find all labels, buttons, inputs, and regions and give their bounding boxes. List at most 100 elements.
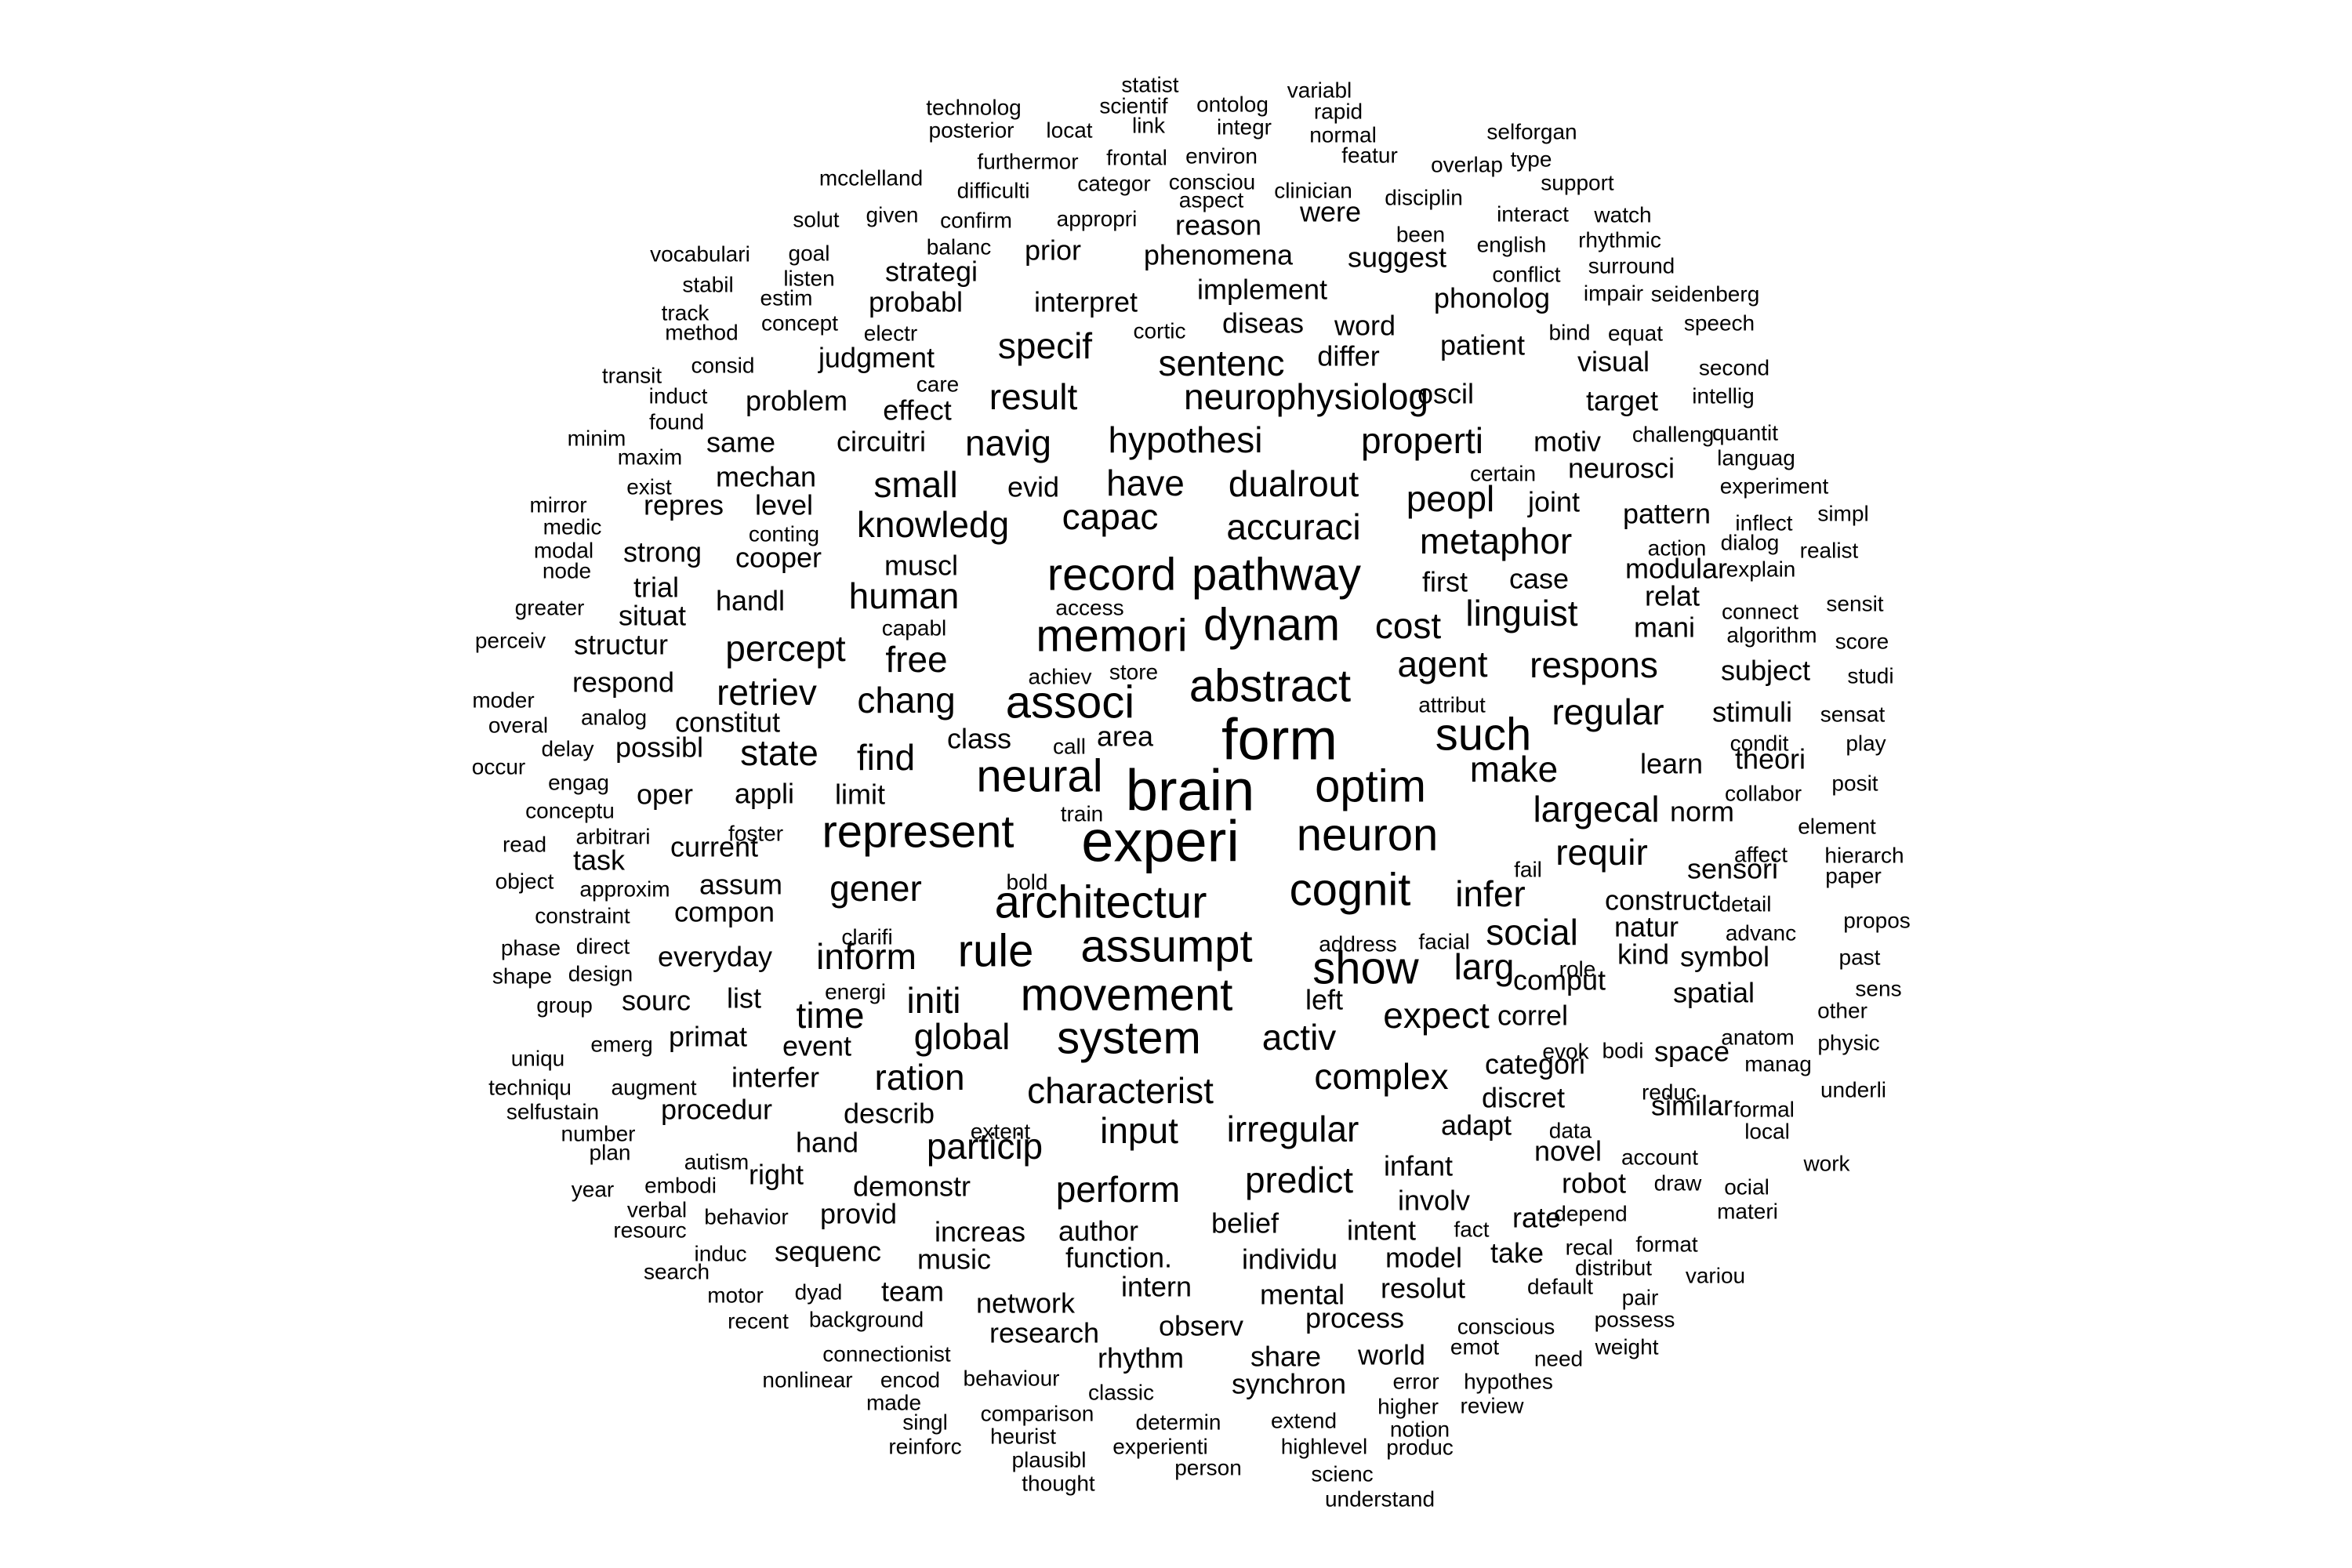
word-take: take bbox=[1490, 1237, 1544, 1269]
word-aspect: aspect bbox=[1179, 188, 1244, 212]
word-scienc: scienc bbox=[1311, 1462, 1373, 1486]
word-hand: hand bbox=[796, 1127, 858, 1159]
word-kind: kind bbox=[1617, 938, 1669, 971]
word-behavior: behavior bbox=[704, 1205, 788, 1229]
word-distribut: distribut bbox=[1575, 1256, 1652, 1280]
word-share: share bbox=[1250, 1341, 1321, 1373]
word-foster: foster bbox=[728, 822, 783, 846]
word-navig: navig bbox=[965, 423, 1051, 463]
word-realist: realist bbox=[1800, 539, 1859, 563]
word-solut: solut bbox=[793, 208, 839, 232]
word-event: event bbox=[782, 1030, 851, 1062]
word-larg: larg bbox=[1454, 946, 1515, 987]
word-team: team bbox=[881, 1276, 944, 1308]
word-have: have bbox=[1106, 463, 1185, 503]
word-data: data bbox=[1549, 1119, 1592, 1143]
word-structur: structur bbox=[574, 629, 668, 661]
word-specif: specif bbox=[998, 325, 1092, 366]
word-relat: relat bbox=[1645, 580, 1700, 612]
word-state: state bbox=[740, 732, 818, 773]
word-maxim: maxim bbox=[618, 445, 682, 470]
word-diseas: diseas bbox=[1222, 307, 1304, 339]
word-plausibl: plausibl bbox=[1012, 1448, 1087, 1472]
word-belief: belief bbox=[1211, 1207, 1279, 1240]
word-music: music bbox=[917, 1243, 991, 1276]
word-ontolog: ontolog bbox=[1196, 93, 1269, 117]
word-condit: condit bbox=[1730, 731, 1789, 756]
word-manag: manag bbox=[1744, 1052, 1812, 1076]
word-challeng: challeng bbox=[1632, 423, 1714, 447]
word-construct: construct bbox=[1605, 884, 1719, 916]
word-requir: requir bbox=[1555, 832, 1648, 873]
word-mani: mani bbox=[1634, 612, 1695, 644]
word-recent: recent bbox=[728, 1309, 789, 1334]
word-repres: repres bbox=[644, 489, 724, 521]
word-intellig: intellig bbox=[1692, 384, 1754, 408]
word-knowledg: knowledg bbox=[857, 504, 1009, 545]
word-explain: explain bbox=[1726, 557, 1796, 582]
word-inform: inform bbox=[816, 936, 916, 977]
word-physic: physic bbox=[1817, 1031, 1879, 1055]
word-capac: capac bbox=[1062, 496, 1159, 537]
word-make: make bbox=[1470, 749, 1558, 789]
word-node: node bbox=[543, 559, 591, 583]
word-model: model bbox=[1385, 1242, 1462, 1274]
word-muscl: muscl bbox=[884, 550, 958, 582]
word-classic: classic bbox=[1088, 1381, 1154, 1405]
word-encod: encod bbox=[880, 1368, 940, 1392]
word-connectionist: connectionist bbox=[822, 1342, 951, 1367]
word-dynam: dynam bbox=[1203, 600, 1340, 651]
word-certain: certain bbox=[1470, 462, 1536, 486]
word-pair: pair bbox=[1622, 1286, 1659, 1310]
word-depend: depend bbox=[1554, 1202, 1627, 1226]
word-rule: rule bbox=[958, 926, 1034, 977]
word-access: access bbox=[1055, 596, 1123, 620]
word-inflect: inflect bbox=[1735, 511, 1792, 535]
word-individu: individu bbox=[1242, 1243, 1338, 1276]
word-mental: mental bbox=[1260, 1279, 1345, 1311]
word-local: local bbox=[1744, 1120, 1790, 1144]
word-singl: singl bbox=[902, 1410, 948, 1435]
word-mirror: mirror bbox=[529, 493, 586, 517]
word-overal: overal bbox=[488, 713, 548, 738]
word-synchron: synchron bbox=[1232, 1368, 1346, 1400]
word-clarifi: clarifi bbox=[841, 925, 892, 949]
word-describ: describ bbox=[844, 1098, 935, 1130]
word-joint: joint bbox=[1527, 486, 1580, 518]
word-bind: bind bbox=[1549, 321, 1591, 345]
word-anatom: anatom bbox=[1721, 1025, 1794, 1050]
word-assumpt: assumpt bbox=[1080, 921, 1252, 972]
word-rhythmic: rhythmic bbox=[1578, 228, 1661, 252]
word-approxim: approxim bbox=[579, 877, 670, 902]
word-collabor: collabor bbox=[1725, 782, 1802, 806]
word-adapt: adapt bbox=[1441, 1109, 1512, 1142]
word-system: system bbox=[1057, 1013, 1201, 1064]
word-bold: bold bbox=[1007, 870, 1048, 895]
word-design: design bbox=[568, 962, 633, 986]
word-evok: evok bbox=[1542, 1040, 1589, 1064]
word-vocabulari: vocabulari bbox=[650, 242, 750, 267]
word-possibl: possibl bbox=[615, 731, 703, 764]
word-link: link bbox=[1132, 114, 1166, 138]
word-advanc: advanc bbox=[1726, 921, 1796, 946]
word-emerg: emerg bbox=[590, 1033, 652, 1057]
word-past: past bbox=[1839, 946, 1881, 970]
word-same: same bbox=[706, 426, 775, 459]
word-word: word bbox=[1334, 310, 1396, 342]
word-element: element bbox=[1798, 815, 1876, 839]
word-theori: theori bbox=[1735, 743, 1806, 775]
word-object: object bbox=[495, 869, 554, 894]
word-everyday: everyday bbox=[658, 941, 772, 973]
word-conflict: conflict bbox=[1492, 263, 1560, 287]
word-store: store bbox=[1109, 660, 1158, 684]
word-categori: categori bbox=[1485, 1048, 1585, 1080]
word-intent: intent bbox=[1347, 1214, 1416, 1247]
word-peopl: peopl bbox=[1406, 478, 1495, 519]
word-hypothesi: hypothesi bbox=[1109, 419, 1263, 460]
word-capabl: capabl bbox=[882, 616, 947, 641]
word-method: method bbox=[665, 321, 738, 345]
word-connect: connect bbox=[1722, 600, 1798, 624]
word-extend: extend bbox=[1271, 1409, 1337, 1433]
word-provid: provid bbox=[820, 1198, 897, 1230]
